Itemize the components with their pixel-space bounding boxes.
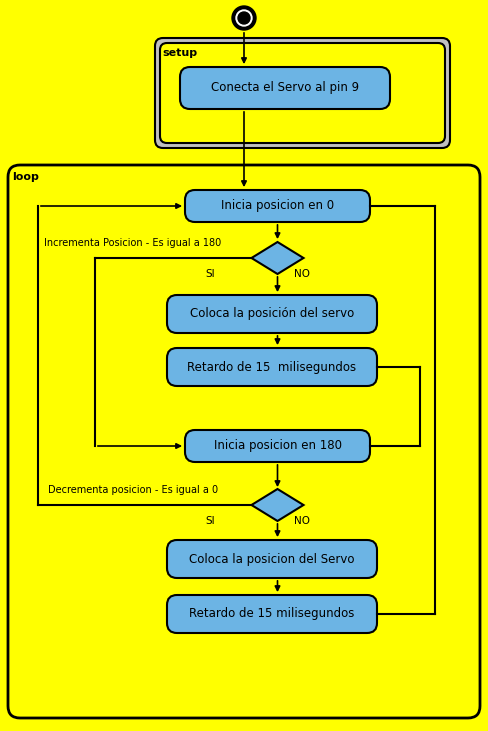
Text: Coloca la posición del servo: Coloca la posición del servo	[189, 308, 353, 320]
Text: Decrementa posicion - Es igual a 0: Decrementa posicion - Es igual a 0	[48, 485, 218, 495]
Text: SI: SI	[205, 269, 214, 279]
FancyBboxPatch shape	[180, 67, 389, 109]
Circle shape	[238, 12, 249, 24]
Text: Retardo de 15 milisegundos: Retardo de 15 milisegundos	[189, 607, 354, 621]
Polygon shape	[251, 489, 303, 521]
Text: SI: SI	[205, 516, 214, 526]
FancyBboxPatch shape	[184, 430, 369, 462]
Text: Inicia posicion en 0: Inicia posicion en 0	[221, 200, 333, 213]
FancyBboxPatch shape	[167, 295, 376, 333]
FancyBboxPatch shape	[167, 540, 376, 578]
Text: setup: setup	[162, 48, 197, 58]
Circle shape	[236, 10, 251, 26]
Text: NO: NO	[293, 269, 309, 279]
Text: Retardo de 15  milisegundos: Retardo de 15 milisegundos	[187, 360, 356, 374]
Text: Incrementa Posicion - Es igual a 180: Incrementa Posicion - Es igual a 180	[44, 238, 221, 248]
Circle shape	[231, 6, 256, 30]
Text: NO: NO	[293, 516, 309, 526]
FancyBboxPatch shape	[155, 38, 449, 148]
Text: Conecta el Servo al pin 9: Conecta el Servo al pin 9	[210, 81, 358, 94]
Text: loop: loop	[13, 172, 40, 182]
FancyBboxPatch shape	[167, 595, 376, 633]
FancyBboxPatch shape	[8, 165, 479, 718]
FancyBboxPatch shape	[184, 190, 369, 222]
Polygon shape	[251, 242, 303, 274]
Text: Inicia posicion en 180: Inicia posicion en 180	[213, 439, 341, 452]
FancyBboxPatch shape	[160, 43, 444, 143]
Text: Coloca la posicion del Servo: Coloca la posicion del Servo	[189, 553, 354, 566]
FancyBboxPatch shape	[167, 348, 376, 386]
